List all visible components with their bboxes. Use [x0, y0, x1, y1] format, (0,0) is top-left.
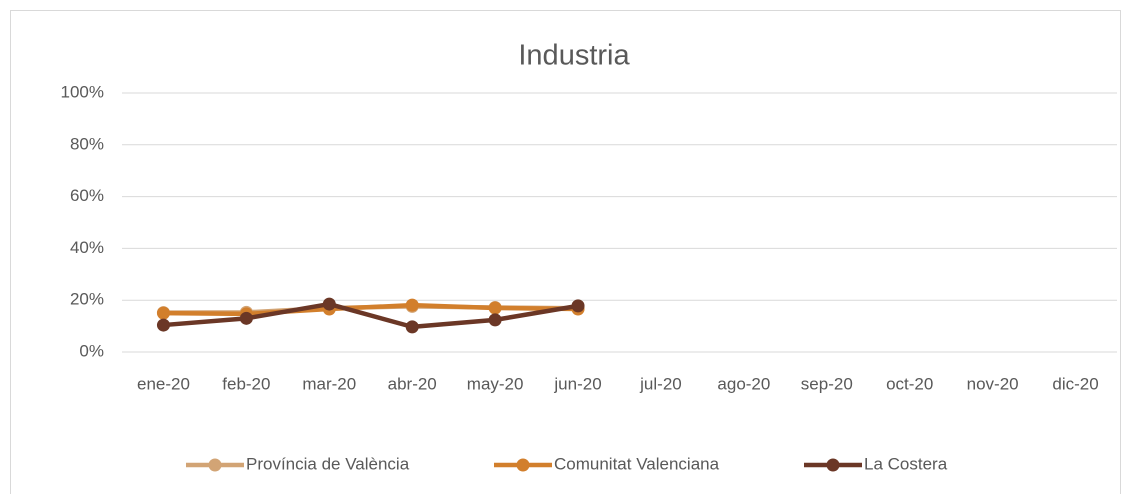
x-tick-label: nov-20 [967, 374, 1019, 393]
x-tick-label: sep-20 [801, 374, 853, 393]
x-tick-label: feb-20 [222, 374, 270, 393]
y-tick-label: 100% [61, 82, 104, 101]
legend-marker [826, 458, 840, 472]
data-point [571, 299, 585, 313]
data-point [405, 320, 419, 334]
y-tick-label: 80% [70, 134, 104, 153]
data-point [239, 311, 253, 325]
data-point [322, 297, 336, 311]
data-point [488, 301, 502, 315]
chart-title: Industria [518, 40, 630, 72]
x-tick-label: jul-20 [639, 374, 682, 393]
x-tick-label: ene-20 [137, 374, 190, 393]
legend-label: La Costera [864, 454, 948, 473]
x-tick-label: abr-20 [388, 374, 437, 393]
legend-marker [516, 458, 530, 472]
y-tick-label: 60% [70, 186, 104, 205]
chart-frame [10, 10, 1121, 494]
x-tick-label: may-20 [467, 374, 524, 393]
legend-marker [208, 458, 222, 472]
data-point [156, 306, 170, 320]
y-tick-label: 20% [70, 290, 104, 309]
data-point [405, 298, 419, 312]
data-point [156, 318, 170, 332]
x-tick-label: dic-20 [1052, 374, 1098, 393]
series-line [163, 301, 579, 330]
legend-label: Comunitat Valenciana [554, 454, 720, 473]
series-line [163, 302, 579, 317]
x-tick-label: oct-20 [886, 374, 933, 393]
data-point [488, 313, 502, 327]
x-tick-label: mar-20 [302, 374, 356, 393]
legend-label: Província de València [246, 454, 410, 473]
x-tick-label: jun-20 [553, 374, 601, 393]
y-tick-label: 40% [70, 238, 104, 257]
y-tick-label: 0% [79, 341, 104, 360]
x-tick-label: ago-20 [717, 374, 770, 393]
